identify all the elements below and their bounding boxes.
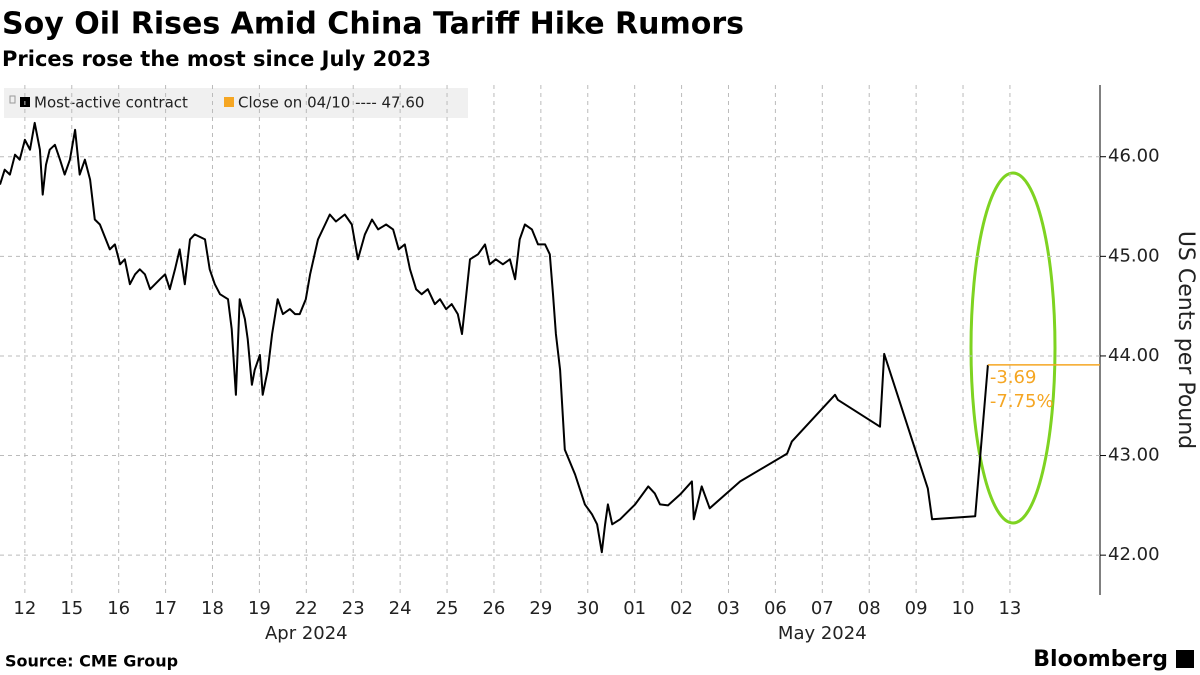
- x-tick-label: 24: [389, 598, 412, 619]
- data-line: [0, 121, 989, 554]
- x-tick-label: 30: [576, 598, 599, 619]
- x-tick-label: 12: [13, 598, 36, 619]
- y-tick-label: 46.00: [1108, 146, 1160, 167]
- x-tick-label: 07: [811, 598, 834, 619]
- x-tick-label: 19: [248, 598, 271, 619]
- x-tick-label: 29: [529, 598, 552, 619]
- y-axis-label: US Cents per Pound: [1173, 231, 1198, 449]
- brand-icon: [1176, 650, 1194, 668]
- month-label: May 2024: [778, 623, 867, 644]
- source: Source: CME Group: [5, 652, 178, 671]
- x-tick-label: 17: [154, 598, 177, 619]
- x-tick-label: 08: [858, 598, 881, 619]
- legend-box: [4, 88, 468, 118]
- legend-icon: [9, 95, 16, 104]
- x-tick-label: 02: [670, 598, 693, 619]
- x-tick-label: 03: [717, 598, 740, 619]
- x-tick-label: 13: [998, 598, 1021, 619]
- x-tick-label: 22: [295, 598, 318, 619]
- brand: Bloomberg: [1033, 647, 1168, 672]
- x-tick-label: 09: [905, 598, 928, 619]
- y-tick-label: 42.00: [1108, 544, 1160, 565]
- y-tick-label: 43.00: [1108, 445, 1160, 466]
- x-tick-label: 16: [107, 598, 130, 619]
- highlight-ellipse: [969, 171, 1057, 525]
- legend-label: Most-active contract: [34, 94, 188, 112]
- x-tick-label: 06: [764, 598, 787, 619]
- month-label: Apr 2024: [265, 623, 348, 644]
- annotation: -3.69: [990, 367, 1037, 388]
- x-tick-label: 01: [623, 598, 646, 619]
- x-tick-label: 15: [60, 598, 83, 619]
- chart-title: Soy Oil Rises Amid China Tariff Hike Rum…: [2, 7, 744, 42]
- x-tick-label: 10: [952, 598, 975, 619]
- legend-label: Close on 04/10 ---- 47.60: [238, 94, 424, 112]
- x-tick-label: 25: [436, 598, 459, 619]
- annotation: -7.75%: [990, 391, 1054, 412]
- chart-subtitle: Prices rose the most since July 2023: [2, 47, 431, 71]
- x-tick-label: 23: [342, 598, 365, 619]
- y-tick-label: 44.00: [1108, 345, 1160, 366]
- x-tick-label: 26: [482, 598, 505, 619]
- y-tick-label: 45.00: [1108, 245, 1160, 266]
- legend-swatch: [224, 97, 234, 107]
- x-tick-label: 18: [201, 598, 224, 619]
